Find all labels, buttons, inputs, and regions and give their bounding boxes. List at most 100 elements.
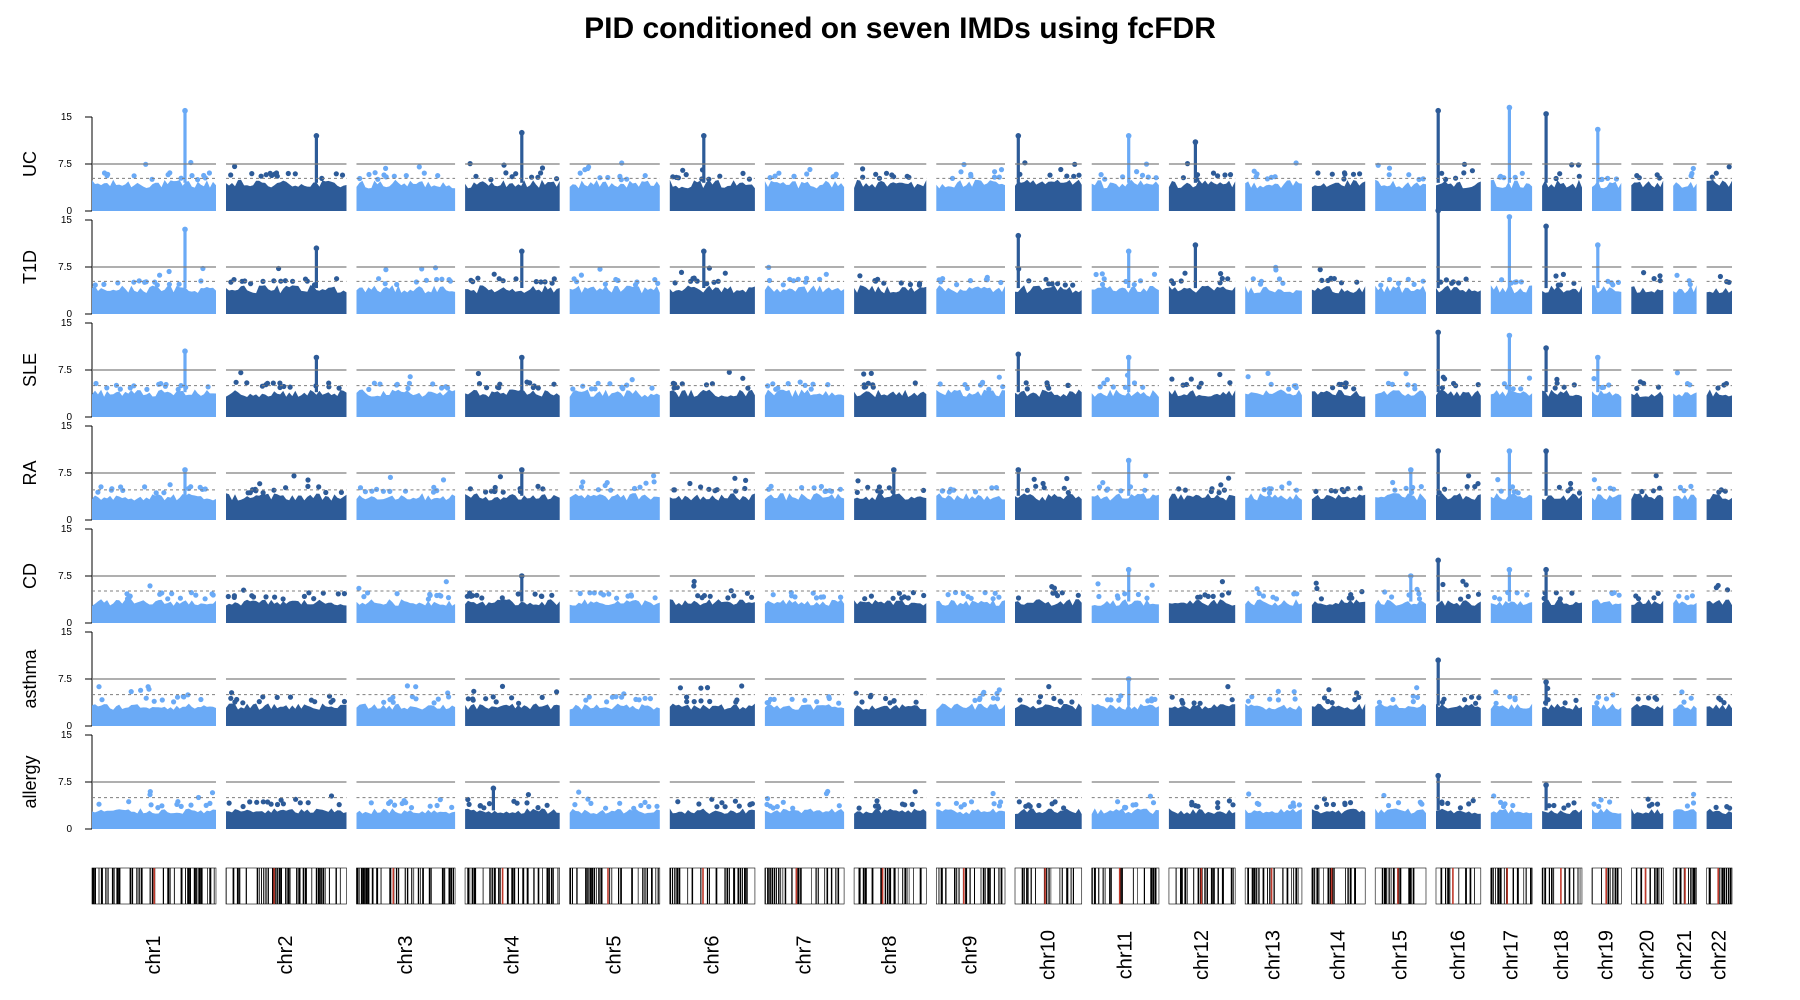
ideogram-band — [1649, 868, 1651, 904]
ideogram-band — [733, 868, 736, 904]
ideogram-band — [811, 868, 812, 904]
peak-chr4 — [520, 132, 524, 183]
snp-point — [859, 699, 865, 705]
peak-chr18 — [1544, 113, 1548, 183]
snp-point — [1443, 277, 1449, 283]
snp-point — [583, 697, 589, 703]
snp-point — [1717, 273, 1723, 280]
snp-point — [178, 383, 184, 389]
ideogram-band — [1694, 868, 1696, 904]
snp-point — [490, 694, 496, 700]
chr22-points — [1706, 582, 1732, 623]
snp-point — [143, 695, 149, 701]
ideogram-band — [522, 868, 525, 904]
snp-cloud — [1673, 599, 1697, 623]
ideogram-band — [557, 868, 559, 904]
peak-chr8 — [892, 469, 896, 496]
snp-point — [768, 696, 774, 703]
snp-point — [93, 380, 99, 387]
chr9-points — [936, 485, 1005, 520]
snp-point — [535, 174, 541, 180]
snp-point — [1688, 483, 1694, 489]
snp-point — [197, 484, 203, 490]
snp-cloud — [1375, 493, 1426, 520]
snp-point — [1043, 276, 1049, 283]
snp-point — [827, 488, 833, 494]
peak-chr4 — [520, 357, 524, 393]
y-tick-label: 7.5 — [58, 571, 72, 582]
chr17-points — [1490, 375, 1533, 417]
centromere — [1506, 868, 1508, 904]
ideogram-band — [1122, 868, 1123, 904]
snp-point — [407, 374, 413, 380]
snp-cloud — [226, 703, 347, 726]
snp-point — [1099, 271, 1105, 277]
snp-point — [1557, 282, 1564, 288]
ideogram-band — [620, 868, 622, 904]
snp-point — [1169, 376, 1175, 382]
ideogram-band — [1568, 868, 1571, 904]
ideogram-band — [193, 868, 196, 904]
ideogram-band — [452, 868, 454, 904]
snp-point — [483, 696, 489, 702]
snp-cloud — [1091, 285, 1159, 314]
snp-point — [1215, 800, 1221, 806]
snp-point — [285, 170, 291, 177]
ideogram-band — [1091, 868, 1093, 904]
snp-point — [1723, 381, 1729, 387]
snp-cloud — [1542, 599, 1582, 623]
snp-cloud — [1015, 599, 1082, 623]
snp-cloud — [1091, 599, 1159, 623]
ideogram-band — [1293, 868, 1295, 904]
ideogram-chr5 — [569, 867, 661, 905]
chr18-points — [1542, 376, 1582, 417]
snp-point — [807, 166, 813, 173]
snp-point — [1560, 271, 1566, 277]
snp-point — [939, 488, 945, 494]
ideogram-band — [1440, 868, 1443, 904]
snp-point — [260, 799, 266, 805]
ideogram-band — [289, 868, 291, 904]
peak-point — [1506, 448, 1513, 454]
peak-point — [519, 129, 525, 136]
snp-point — [1646, 695, 1652, 701]
snp-point — [1605, 278, 1611, 284]
ideogram-band — [500, 868, 501, 904]
snp-point — [1515, 490, 1521, 496]
chr14-points — [1311, 170, 1366, 211]
chr14-points — [1311, 796, 1366, 829]
ideogram-band — [1318, 868, 1320, 904]
ideogram-band — [371, 868, 374, 904]
snp-point — [698, 484, 704, 490]
chr13-points — [1245, 791, 1302, 829]
ideogram-band — [618, 868, 620, 904]
ideogram-chr14 — [1311, 867, 1366, 905]
peak-chr1 — [183, 469, 187, 496]
snp-point — [993, 485, 1000, 491]
ideogram-band — [1072, 868, 1074, 904]
snp-point — [990, 596, 996, 602]
snp-cloud — [1091, 808, 1159, 829]
snp-cloud — [936, 493, 1005, 520]
chr7-points — [764, 694, 845, 726]
snp-point — [1151, 271, 1158, 277]
snp-cloud — [669, 599, 755, 623]
ideogram-band — [422, 868, 424, 904]
chr1-points — [92, 684, 216, 726]
ideogram-band — [780, 868, 782, 904]
centromere — [1330, 868, 1333, 904]
ideogram-band — [533, 868, 535, 904]
snp-point — [1264, 176, 1270, 182]
ideogram-band — [784, 868, 787, 904]
snp-point — [474, 592, 480, 598]
snp-point — [646, 804, 652, 810]
snp-point — [1058, 166, 1064, 173]
snp-point — [147, 583, 153, 589]
snp-cloud — [669, 493, 755, 520]
ideogram-band — [320, 868, 322, 904]
chr16-points — [1436, 473, 1481, 520]
chr4-points — [465, 161, 560, 211]
snp-point — [1687, 281, 1693, 287]
snp-point — [606, 591, 612, 597]
snp-cloud — [669, 703, 755, 726]
